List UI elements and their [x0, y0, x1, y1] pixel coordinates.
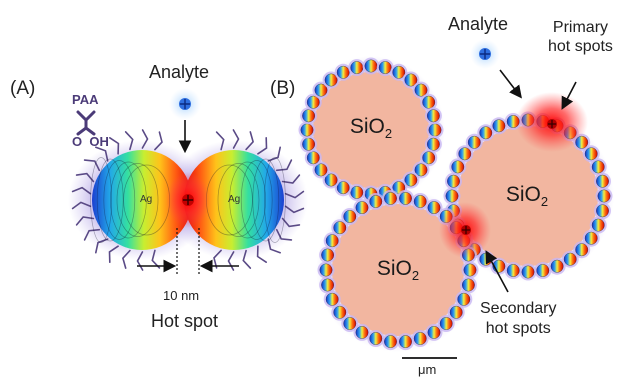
sio2-label-right: SiO2 [505, 182, 549, 210]
ag-nanoparticle-right [184, 150, 284, 250]
analyte-molecule-in-gap [182, 194, 194, 206]
paa-polymer-chains [71, 129, 305, 271]
silica-sphere-top-left [297, 56, 445, 204]
primary-hot-spots-label: Primary hot spots [548, 18, 613, 56]
secondary-label-line2: hot spots [485, 320, 551, 337]
secondary-label-line1: Secondary [480, 300, 557, 317]
analyte-molecule-secondary [461, 225, 471, 235]
ag-label-left: Ag [140, 194, 153, 205]
primary-arrow [561, 81, 577, 110]
ag-nanoparticle-left [92, 150, 192, 250]
panel-b-graphic [297, 39, 614, 359]
secondary-hot-spots-label: Secondary hot spots [480, 299, 557, 339]
analyte-molecule-primary [547, 119, 557, 129]
analyte-icon-b [479, 48, 491, 60]
sio2-label-top-left: SiO2 [349, 114, 393, 142]
ag-label-right: Ag [228, 194, 241, 205]
hot-spot-label: Hot spot [151, 311, 219, 331]
analyte-label-b: Analyte [448, 14, 509, 34]
analyte-arrow-b [499, 69, 522, 99]
primary-label-line2: hot spots [548, 38, 613, 55]
panel-b-label: (B) [270, 78, 296, 99]
gap-size-label: 10 nm [163, 288, 200, 303]
paa-groups-label: O OH [72, 134, 109, 149]
paa-label: PAA [72, 92, 99, 107]
paa-structure-icon [76, 110, 96, 136]
panel-a-graphic [68, 88, 308, 275]
analyte-icon-a [179, 98, 191, 110]
sio2-label-bottom-left: SiO2 [376, 256, 420, 284]
scale-bar-label: μm [418, 362, 437, 377]
panel-a-label: (A) [10, 78, 36, 99]
secondary-arrow [485, 250, 509, 293]
primary-label-line1: Primary [552, 19, 609, 36]
analyte-label-a: Analyte [149, 62, 210, 82]
